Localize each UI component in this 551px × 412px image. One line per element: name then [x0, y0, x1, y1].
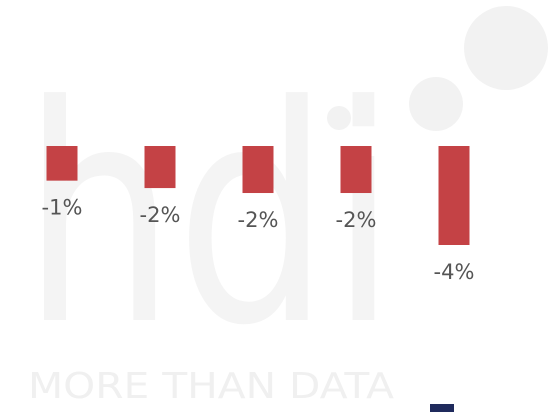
background-watermark: hdi MORE THAN DATA	[22, 6, 548, 412]
decor-circle	[409, 77, 463, 131]
data-label: -2%	[238, 208, 279, 232]
bar	[144, 146, 176, 189]
data-label: -4%	[434, 260, 475, 284]
data-label: -1%	[42, 196, 83, 220]
bar	[438, 146, 470, 245]
decor-block	[430, 404, 454, 412]
bar	[340, 146, 372, 194]
watermark: hdi	[22, 42, 397, 391]
decor-circle	[464, 6, 548, 90]
data-label: -2%	[140, 203, 181, 227]
bar	[46, 146, 78, 181]
tagline: MORE THAN DATA	[28, 366, 394, 407]
bar	[242, 146, 274, 194]
data-label: -2%	[336, 208, 377, 232]
decor-circle	[327, 106, 351, 130]
